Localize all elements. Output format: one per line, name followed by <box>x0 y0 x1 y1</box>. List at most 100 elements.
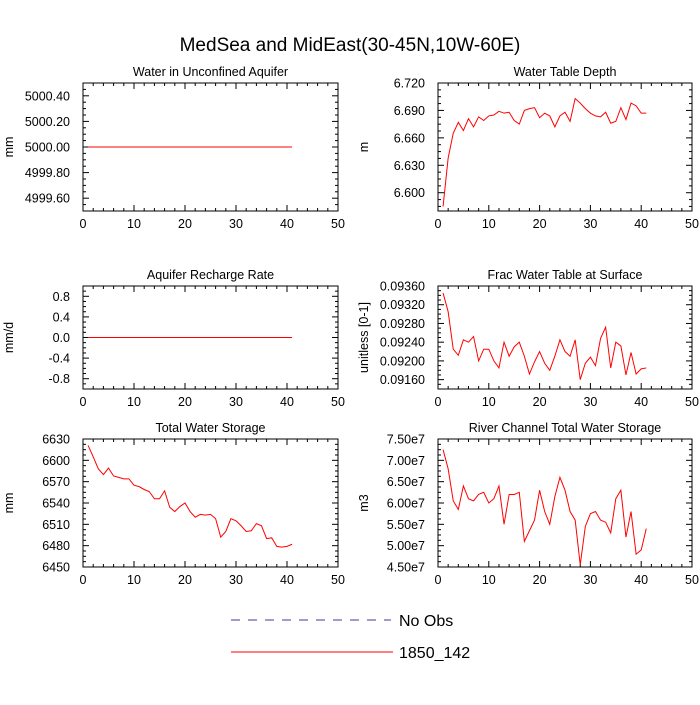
x-tick-label: 10 <box>482 573 496 587</box>
y-axis-label: m <box>357 142 371 152</box>
y-tick-label: 4999.60 <box>25 192 70 206</box>
legend: No Obs 1850_142 <box>231 613 470 662</box>
x-tick-label: 40 <box>280 573 294 587</box>
panel-6: River Channel Total Water Storage m3 0 10 20… <box>357 421 699 587</box>
panel-5: Total Water Storage mm 0 10 20 30 40 50 6450 6480… <box>2 421 345 587</box>
panel-title: Aquifer Recharge Rate <box>147 268 274 282</box>
x-tick-label: 20 <box>533 217 547 231</box>
y-tick-label: 6.00e7 <box>387 497 425 511</box>
x-tick-label: 50 <box>331 395 345 409</box>
x-tick-label: 20 <box>178 395 192 409</box>
y-tick-label: 5.50e7 <box>387 518 425 532</box>
y-tick-label: 6.660 <box>394 131 425 145</box>
y-tick-label: 7.50e7 <box>387 433 425 447</box>
panel-4: Frac Water Table at Surface unitless [0-1… <box>357 268 699 409</box>
x-tick-label: 10 <box>127 573 141 587</box>
x-tick-label: 0 <box>435 395 442 409</box>
y-tick-label: 6540 <box>42 497 70 511</box>
x-tick-label: 40 <box>634 573 648 587</box>
y-tick-label: 0.09160 <box>380 373 425 387</box>
y-tick-label: 0.09320 <box>380 298 425 312</box>
plot-frame <box>437 82 693 212</box>
panel-3: Aquifer Recharge Rate mm/d 0 10 20 30 40 50 -0.8… <box>2 268 345 409</box>
x-tick-label: 50 <box>685 395 699 409</box>
y-tick-label: 6.690 <box>394 104 425 118</box>
x-tick-label: 40 <box>280 217 294 231</box>
plot-frame <box>437 438 693 568</box>
x-tick-label: 0 <box>80 573 87 587</box>
y-tick-label: 5000.00 <box>25 141 70 155</box>
y-tick-label: -0.4 <box>48 352 70 366</box>
y-axis-label: mm/d <box>2 322 16 353</box>
series-line-1850_142 <box>442 97 647 207</box>
y-tick-label: 0.0 <box>53 331 70 345</box>
x-tick-label: 50 <box>685 217 699 231</box>
y-tick-label: 0.4 <box>53 310 70 324</box>
x-tick-label: 20 <box>533 573 547 587</box>
x-tick-label: 50 <box>685 573 699 587</box>
y-axis-label: unitless [0-1] <box>357 302 371 373</box>
y-axis-label: mm <box>2 493 16 514</box>
x-tick-label: 50 <box>331 217 345 231</box>
y-tick-label: 5000.40 <box>25 89 70 103</box>
y-tick-label: 4.50e7 <box>387 561 425 575</box>
y-tick-label: 0.09240 <box>380 336 425 350</box>
series-line-1850_142 <box>442 449 647 565</box>
panel-title: River Channel Total Water Storage <box>469 421 662 435</box>
y-tick-label: 6630 <box>42 433 70 447</box>
y-tick-label: 7.00e7 <box>387 454 425 468</box>
x-tick-label: 10 <box>127 395 141 409</box>
y-tick-label: 6600 <box>42 454 70 468</box>
x-tick-label: 30 <box>583 395 597 409</box>
y-tick-label: 6450 <box>42 561 70 575</box>
plot-frame <box>82 438 339 568</box>
x-tick-label: 10 <box>127 217 141 231</box>
x-tick-label: 20 <box>178 573 192 587</box>
plot-frame <box>437 285 693 390</box>
y-axis-label: mm <box>2 137 16 158</box>
y-tick-label: 6480 <box>42 539 70 553</box>
panel-title: Water Table Depth <box>514 65 617 79</box>
x-tick-label: 20 <box>533 395 547 409</box>
panel-title: Total Water Storage <box>155 421 265 435</box>
panel-title: Frac Water Table at Surface <box>488 268 643 282</box>
y-tick-label: 6570 <box>42 475 70 489</box>
panel-1: Water in Unconfined Aquifer mm 0 10 20 30 40 50… <box>2 65 345 231</box>
y-tick-label: 5.00e7 <box>387 539 425 553</box>
panel-grid: Water in Unconfined Aquifer mm 0 10 20 30 40 50… <box>2 65 699 587</box>
x-tick-label: 0 <box>80 217 87 231</box>
figure-title: MedSea and MidEast(30-45N,10W-60E) <box>180 35 521 56</box>
y-tick-label: 4999.80 <box>25 166 70 180</box>
y-tick-label: 6.50e7 <box>387 475 425 489</box>
x-tick-label: 30 <box>229 217 243 231</box>
x-tick-label: 50 <box>331 573 345 587</box>
x-tick-label: 30 <box>229 573 243 587</box>
x-tick-label: 40 <box>634 217 648 231</box>
y-tick-label: 0.8 <box>53 290 70 304</box>
y-tick-label: 0.09200 <box>380 354 425 368</box>
series-line-1850_142 <box>442 292 647 380</box>
y-tick-label: 0.09360 <box>380 280 425 294</box>
y-tick-label: 0.09280 <box>380 317 425 331</box>
y-tick-label: 6510 <box>42 518 70 532</box>
series-line-1850_142 <box>87 445 293 548</box>
x-tick-label: 30 <box>583 573 597 587</box>
x-tick-label: 40 <box>280 395 294 409</box>
panel-title: Water in Unconfined Aquifer <box>133 65 288 79</box>
panel-2: Water Table Depth m 0 10 20 30 40 50 6.600 6.630 6… <box>357 65 699 231</box>
x-tick-label: 0 <box>80 395 87 409</box>
y-tick-label: 6.720 <box>394 77 425 91</box>
y-tick-label: 6.600 <box>394 186 425 200</box>
y-tick-label: -0.8 <box>48 372 70 386</box>
x-tick-label: 10 <box>482 395 496 409</box>
y-tick-label: 5000.20 <box>25 115 70 129</box>
x-tick-label: 0 <box>435 573 442 587</box>
legend-model-label: 1850_142 <box>399 645 470 662</box>
x-tick-label: 30 <box>583 217 597 231</box>
legend-obs-label: No Obs <box>399 613 453 630</box>
y-axis-label: m3 <box>357 494 371 511</box>
x-tick-label: 30 <box>229 395 243 409</box>
x-tick-label: 0 <box>435 217 442 231</box>
